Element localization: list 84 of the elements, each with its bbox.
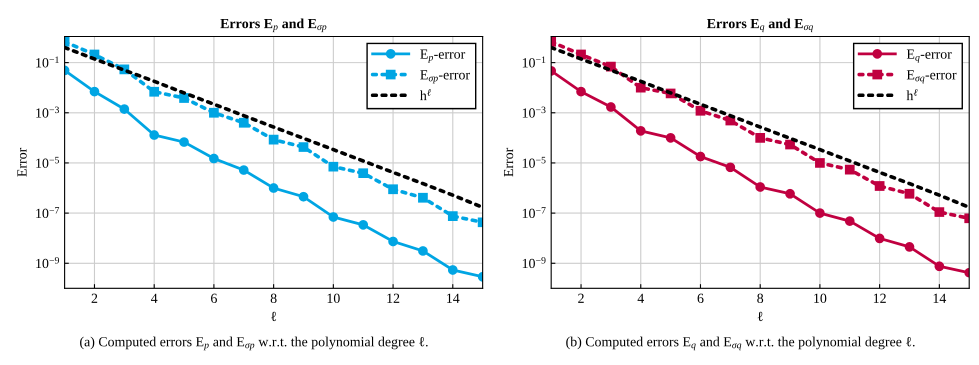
x-tick-label: 10 [814,294,826,303]
point [448,211,458,221]
y-tick-label: 10$^{−9}$ [522,257,546,268]
point [934,261,944,272]
point [149,130,160,140]
point [636,82,646,93]
x-tick-label: 6 [698,294,704,303]
point [238,118,249,128]
y-tick-label: 10$^{−1}$ [36,56,59,68]
point [874,181,884,191]
point [785,188,795,199]
x-tick-label: 12 [874,294,886,303]
legend-label: E$_{σq}$-error [906,70,956,84]
point [298,192,308,202]
point [785,140,795,150]
point [119,104,130,114]
point [606,102,616,112]
legend-label: h$^{ℓ}$ [906,89,918,100]
y-tick-label: 10$^{−5}$ [522,156,546,168]
point [696,106,706,116]
point [418,192,428,203]
y-tick-label: 10$^{−9}$ [36,257,59,268]
legend-label: h$^{ℓ}$ [420,89,431,100]
point [209,108,219,118]
x-tick-label: 4 [638,294,644,303]
point [815,208,825,218]
point [328,212,338,222]
point [666,133,676,143]
point [90,86,100,96]
point [418,246,428,256]
chart-title: Errors E$_{p}$ and E$_{σp}$ [220,18,326,32]
x-tick-label: 2 [578,294,584,303]
x-tick-label: 14 [447,294,460,303]
point [238,165,249,175]
text: (b) Computed errors E$_{q}$ and E$_{σq}$ w.r.t. the polynomial degree ℓ. [566,336,915,350]
x-tick-label: 12 [387,294,400,303]
y-tick-label: 10$^{−1}$ [522,56,546,68]
point [874,234,884,244]
legend-label: E$_{σp}$-error [420,70,470,84]
point [636,126,646,136]
x-tick-label: 10 [328,294,340,303]
point [725,162,736,172]
point [298,142,308,152]
point [268,183,278,193]
x-tick-label: 14 [934,294,946,303]
point [328,162,338,172]
point [844,216,855,226]
point [358,220,368,230]
point [576,86,586,96]
x-tick-label: 8 [270,294,277,303]
legend-label: E$_{q}$-error [906,50,952,63]
point [448,265,458,275]
point [696,152,706,162]
x-tick-label: 4 [150,294,158,303]
y-tick-label: 10$^{−7}$ [36,207,60,218]
x-axis-title: ℓ [271,312,276,322]
point [358,168,368,178]
point [844,164,855,175]
point [755,133,766,143]
y-tick-label: 10$^{−3}$ [522,106,546,118]
y-axis-title: Error [504,148,514,177]
point [388,236,398,246]
point [815,158,825,168]
point [388,184,398,194]
point [179,93,189,103]
point [268,134,278,144]
point [934,207,944,217]
chart-title: Errors E$_{q}$ and E$_{σq}$ [706,18,813,32]
x-tick-label: 6 [211,294,217,303]
point [904,188,914,199]
point [904,242,914,252]
x-tick-label: 8 [757,294,764,303]
y-tick-label: 10$^{−3}$ [36,106,59,118]
point [755,182,766,192]
y-axis-title: Error [17,148,27,177]
point [209,154,219,164]
text: (a) Computed errors E$_{p}$ and E$_{σp}$ w.r.t. the polynomial degree ℓ. [80,336,428,350]
y-tick-label: 10$^{−5}$ [36,156,59,168]
point [179,137,189,147]
point [149,86,160,97]
x-axis-title: ℓ [758,312,763,322]
y-tick-label: 10$^{−7}$ [522,207,546,218]
x-tick-label: 2 [92,294,98,303]
legend-label: E$_{p}$-error [420,50,466,63]
